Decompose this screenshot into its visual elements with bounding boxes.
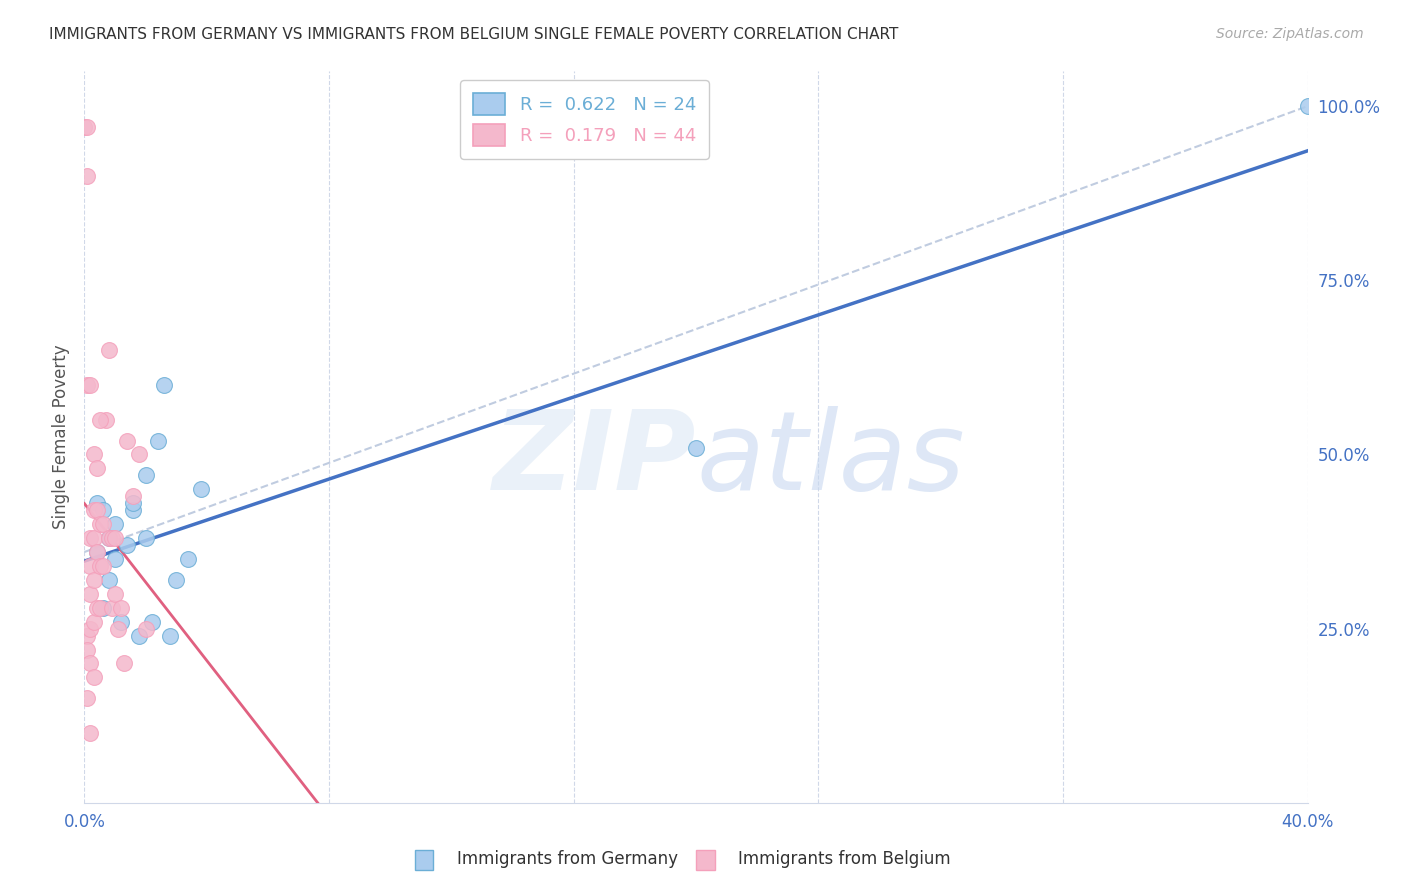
Point: [79, 531, 101, 545]
Point: [83, 448, 105, 462]
Point: [86, 496, 108, 510]
Point: [122, 503, 145, 517]
Point: [115, 538, 138, 552]
Point: [89, 517, 111, 532]
Point: [110, 615, 132, 629]
Point: [135, 531, 157, 545]
Point: [86, 545, 108, 559]
Text: Immigrants from Belgium: Immigrants from Belgium: [738, 850, 950, 868]
Point: [79, 622, 101, 636]
Point: [97, 531, 120, 545]
Point: [153, 377, 176, 392]
Point: [128, 629, 150, 643]
Point: [89, 600, 111, 615]
Point: [79, 587, 101, 601]
Point: [83, 531, 105, 545]
Point: [112, 657, 135, 671]
Text: atlas: atlas: [696, 406, 965, 513]
Point: [104, 552, 127, 566]
Point: [79, 558, 101, 573]
Point: [73, 120, 96, 134]
Point: [165, 573, 187, 587]
Point: [115, 434, 138, 448]
Text: Immigrants from Germany: Immigrants from Germany: [457, 850, 678, 868]
Point: [91, 600, 114, 615]
Point: [135, 468, 157, 483]
Point: [685, 441, 707, 455]
Point: [101, 600, 124, 615]
Point: [190, 483, 212, 497]
Point: [94, 412, 117, 426]
Point: [104, 531, 127, 545]
Point: [76, 642, 98, 657]
Point: [83, 670, 105, 684]
Point: [177, 552, 200, 566]
Point: [122, 489, 145, 503]
Point: [83, 503, 105, 517]
Point: [97, 531, 120, 545]
Point: [128, 448, 150, 462]
Point: [97, 343, 120, 357]
Point: [83, 615, 105, 629]
Point: [86, 545, 108, 559]
Point: [110, 600, 132, 615]
Point: [91, 517, 114, 532]
Text: IMMIGRANTS FROM GERMANY VS IMMIGRANTS FROM BELGIUM SINGLE FEMALE POVERTY CORRELA: IMMIGRANTS FROM GERMANY VS IMMIGRANTS FR…: [49, 27, 898, 42]
Text: ZIP: ZIP: [492, 406, 696, 513]
Point: [104, 587, 127, 601]
Point: [83, 573, 105, 587]
Point: [79, 726, 101, 740]
Point: [76, 629, 98, 643]
Point: [91, 503, 114, 517]
Point: [104, 517, 127, 532]
Point: [79, 377, 101, 392]
Y-axis label: Single Female Poverty: Single Female Poverty: [52, 345, 70, 529]
Text: Source: ZipAtlas.com: Source: ZipAtlas.com: [1216, 27, 1364, 41]
Point: [89, 558, 111, 573]
Point: [76, 377, 98, 392]
Point: [76, 120, 98, 134]
Point: [79, 657, 101, 671]
Point: [76, 169, 98, 183]
Point: [141, 615, 163, 629]
Point: [122, 496, 145, 510]
Point: [107, 622, 129, 636]
Point: [86, 600, 108, 615]
Point: [86, 461, 108, 475]
Point: [101, 531, 124, 545]
Point: [159, 629, 181, 643]
Point: [97, 573, 120, 587]
Point: [135, 622, 157, 636]
Point: [89, 412, 111, 426]
Point: [86, 503, 108, 517]
Point: [91, 558, 114, 573]
Point: [76, 691, 98, 706]
Legend: R =  0.622   N = 24, R =  0.179   N = 44: R = 0.622 N = 24, R = 0.179 N = 44: [460, 80, 709, 159]
Point: [1296, 99, 1319, 113]
Point: [146, 434, 169, 448]
